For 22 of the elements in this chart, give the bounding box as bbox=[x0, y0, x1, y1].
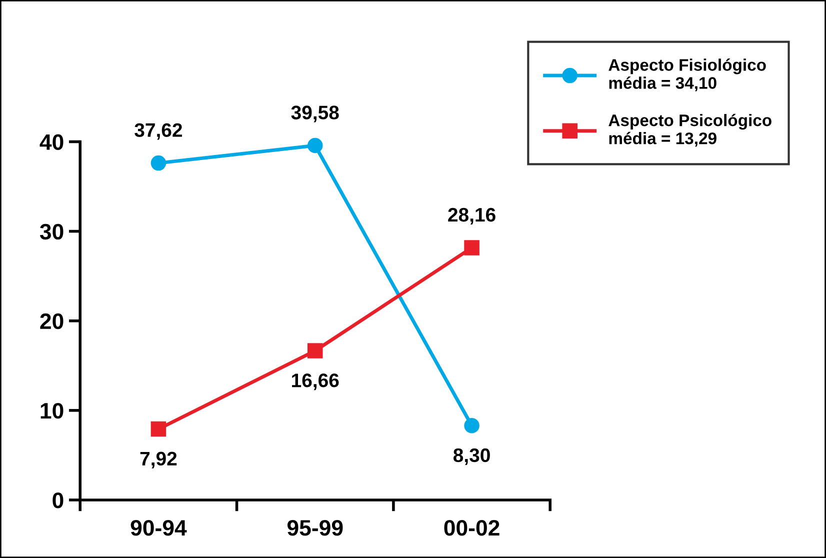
data-label: 28,16 bbox=[448, 208, 496, 225]
x-tick-label: 00-02 bbox=[444, 520, 500, 536]
data-label: 37,62 bbox=[134, 123, 182, 140]
y-tick-label: 20 bbox=[40, 313, 64, 330]
point bbox=[307, 343, 323, 358]
y-tick-label: 40 bbox=[40, 134, 64, 150]
point bbox=[150, 155, 166, 171]
y-tick-label: 10 bbox=[40, 402, 64, 419]
data-label: 7,92 bbox=[140, 452, 177, 468]
point bbox=[307, 138, 323, 154]
legend-label: Aspecto Fisiológico média = 34,10 bbox=[608, 58, 766, 92]
point bbox=[150, 421, 166, 437]
x-tick-label: 95-99 bbox=[287, 520, 343, 536]
data-label: 16,66 bbox=[292, 374, 339, 390]
legend-label: Aspecto Psicológico média = 13,29 bbox=[608, 114, 772, 147]
data-label: 8,30 bbox=[453, 448, 490, 465]
y-tick-label: 0 bbox=[52, 492, 64, 508]
y-tick-label: 30 bbox=[40, 224, 64, 240]
point bbox=[464, 418, 480, 434]
data-label: 39,58 bbox=[291, 106, 339, 122]
x-tick-label: 90-94 bbox=[130, 520, 187, 536]
point bbox=[464, 240, 480, 256]
